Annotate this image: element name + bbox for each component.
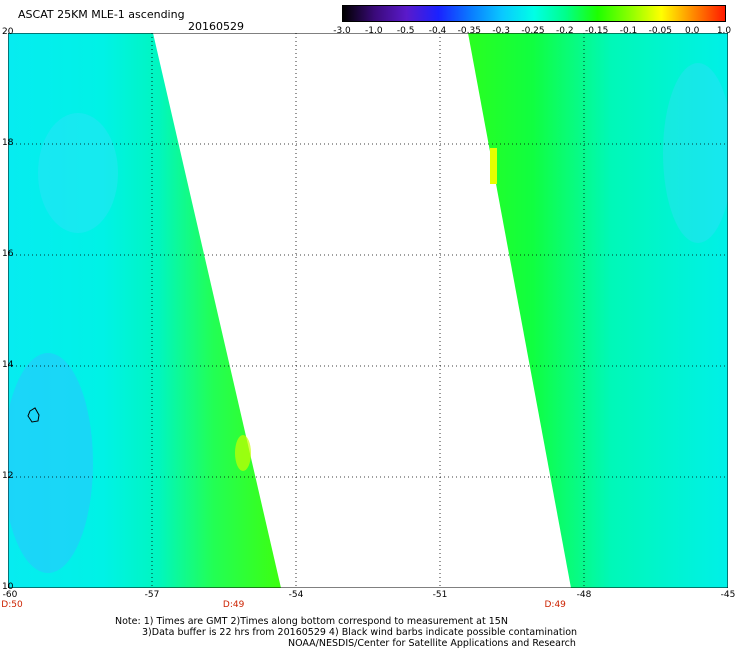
blue-patch xyxy=(38,113,118,233)
yellow-patch xyxy=(490,148,497,184)
colorbar-tick-label: -0.15 xyxy=(585,26,609,36)
colorbar-tick-label: -0.05 xyxy=(648,26,672,36)
colorbar-tick-label: -3.0 xyxy=(333,26,351,36)
island-outline xyxy=(27,407,40,423)
colorbar-tick-label: -0.2 xyxy=(556,26,574,36)
footer-credit: NOAA/NESDIS/Center for Satellite Applica… xyxy=(288,638,576,649)
latitude-tick-label: 10 xyxy=(2,582,14,592)
footer-note-2: 3)Data buffer is 22 hrs from 20160529 4)… xyxy=(142,627,578,638)
colorbar xyxy=(342,5,726,22)
longitude-tick-label: -45 xyxy=(720,590,736,600)
latitude-tick-label: 20 xyxy=(2,27,14,37)
colorbar-tick-label: -0.35 xyxy=(457,26,481,36)
product-date: 20160529 xyxy=(188,20,244,33)
colorbar-tick-label: -0.5 xyxy=(396,26,415,36)
map-plot xyxy=(8,33,728,588)
product-title: ASCAT 25KM MLE-1 ascending xyxy=(18,8,185,21)
right-swath xyxy=(468,33,728,588)
longitude-tick-label: -60 xyxy=(2,590,18,600)
longitude-tick-label: -48 xyxy=(576,590,592,600)
latitude-tick-label: 14 xyxy=(2,360,14,370)
latitude-tick-label: 16 xyxy=(2,249,14,259)
latitude-tick-label: 12 xyxy=(2,471,14,481)
longitude-tick-label: -54 xyxy=(288,590,304,600)
longitude-tick-label: -51 xyxy=(432,590,448,600)
colorbar-tick-label: 1.0 xyxy=(716,26,732,36)
colorbar-tick-label: -0.1 xyxy=(619,26,638,36)
pass-time-label: D:49 xyxy=(222,600,245,610)
colorbar-tick-label: -1.0 xyxy=(365,26,383,36)
colorbar-tick-label: -0.3 xyxy=(492,26,510,36)
pass-time-label: D:50 xyxy=(1,600,23,610)
map-grid xyxy=(8,33,728,588)
blue-patch xyxy=(663,63,728,243)
pass-time-label: D:49 xyxy=(544,600,566,610)
yellow-patch xyxy=(235,435,251,471)
footer-note-1: Note: 1) Times are GMT 2)Times along bot… xyxy=(115,616,508,627)
blue-patch xyxy=(8,353,93,573)
latitude-tick-label: 18 xyxy=(2,138,14,148)
colorbar-tick-label: -0.4 xyxy=(428,26,447,36)
colorbar-tick-label: -0.25 xyxy=(521,26,545,36)
longitude-tick-label: -57 xyxy=(144,590,160,600)
colorbar-tick-label: 0.0 xyxy=(684,26,700,36)
